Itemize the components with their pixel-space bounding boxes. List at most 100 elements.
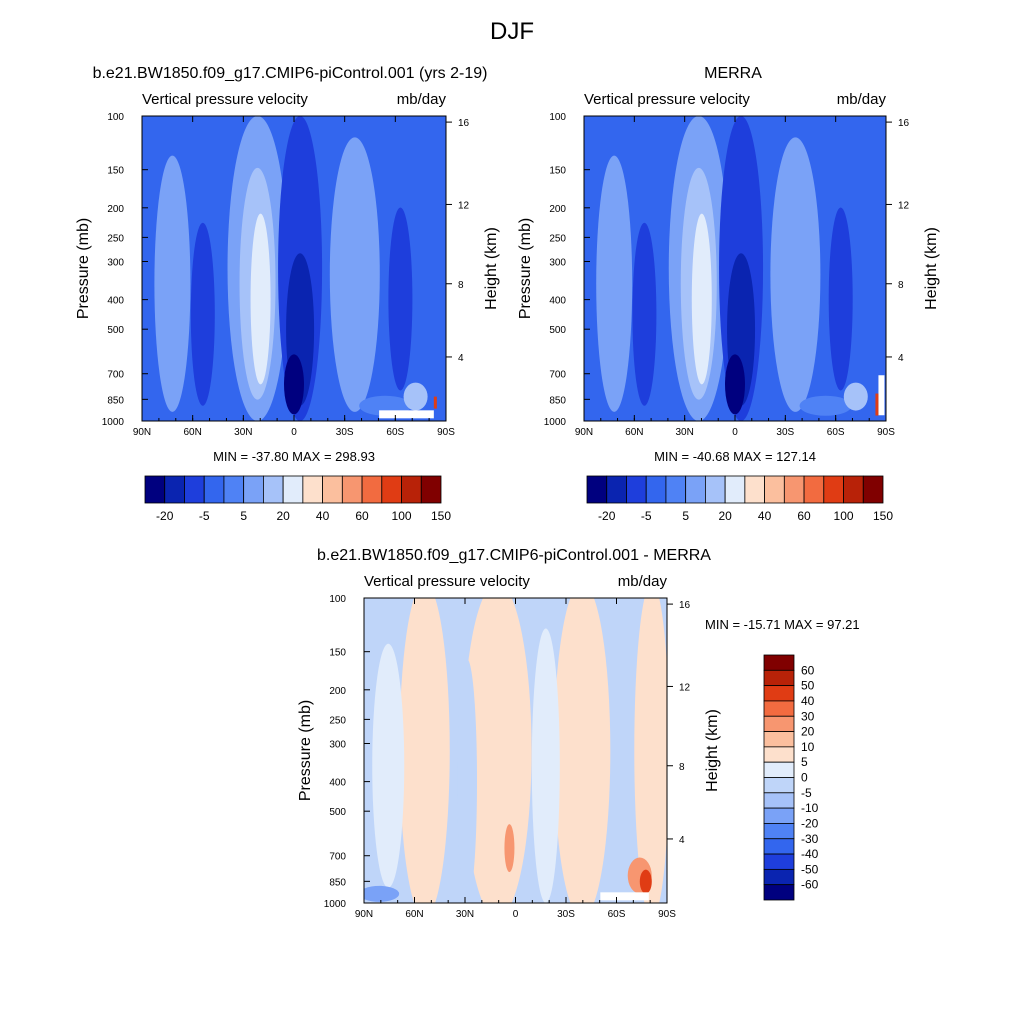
- field-ascent-max: [875, 393, 879, 416]
- colorbar-label: 60: [801, 663, 815, 677]
- colorbar-label: -5: [199, 509, 210, 523]
- colorbar-swatch: [783, 475, 805, 504]
- colorbar-swatch: [763, 669, 795, 687]
- x-tick-label: 0: [291, 427, 297, 438]
- colorbar: -20 -5 5 20 40 60 100 150: [586, 475, 893, 523]
- diff-band-negative: [457, 659, 478, 903]
- x-tick-label: 90S: [437, 427, 455, 438]
- y-tick-label: 200: [549, 204, 566, 215]
- colorbar-swatch: [665, 475, 687, 504]
- field-subsidence-band: [154, 155, 191, 412]
- y-tick-label: 150: [549, 166, 566, 177]
- y-tick-label: 400: [329, 778, 346, 789]
- colorbar-swatch: [763, 654, 795, 671]
- colorbar-swatch: [843, 475, 864, 504]
- diff-band-positive: [463, 598, 532, 903]
- colorbar-swatch: [803, 475, 825, 504]
- x-tick-label: 30N: [456, 909, 474, 920]
- variable-label: Vertical pressure velocity: [142, 91, 308, 108]
- colorbar-swatch: [381, 475, 402, 504]
- y2-axis-title: Height (km): [704, 709, 721, 792]
- y-tick-label: 400: [549, 296, 566, 307]
- colorbar-swatch: [586, 475, 608, 504]
- diff-band-positive: [634, 598, 667, 903]
- x-tick-label: 0: [513, 909, 519, 920]
- colorbar-swatch: [626, 475, 647, 504]
- colorbar-label: -20: [801, 816, 819, 830]
- x-tick-label: 90S: [877, 427, 895, 438]
- y2-tick-label: 16: [898, 118, 910, 129]
- colorbar-swatch: [763, 746, 795, 763]
- y-axis-title: Pressure (mb): [75, 218, 92, 319]
- y-tick-label: 200: [107, 204, 124, 215]
- y-tick-label: 1000: [324, 899, 347, 910]
- colorbar-swatch: [645, 475, 667, 504]
- diff-positive-core: [504, 824, 515, 873]
- field-subsidence-band: [329, 137, 380, 412]
- y2-tick-label: 12: [898, 200, 910, 211]
- field-subsidence-band: [770, 137, 821, 412]
- y-tick-label: 700: [107, 370, 124, 381]
- units-label: mb/day: [397, 91, 447, 108]
- x-tick-label: 90N: [133, 427, 151, 438]
- y-tick-label: 700: [329, 852, 346, 863]
- colorbar-swatch: [705, 475, 726, 504]
- min-max-label: MIN = -37.80 MAX = 298.93: [213, 449, 375, 464]
- min-max-label: MIN = -40.68 MAX = 127.14: [654, 449, 816, 464]
- y-tick-label: 300: [549, 257, 566, 268]
- x-tick-label: 90N: [575, 427, 593, 438]
- x-tick-label: 30S: [776, 427, 794, 438]
- chart-panel: b.e21.BW1850.f09_g17.CMIP6-piControl.001…: [297, 547, 860, 920]
- field-ascent-band: [828, 207, 853, 391]
- colorbar-swatch: [763, 807, 795, 824]
- colorbar-label: -20: [598, 509, 616, 523]
- colorbar-swatch: [862, 475, 884, 504]
- colorbar-label: 40: [758, 509, 772, 523]
- y-tick-label: 300: [329, 739, 346, 750]
- colorbar-swatch: [763, 838, 795, 855]
- x-tick-label: 30S: [557, 909, 575, 920]
- x-tick-label: 60N: [183, 427, 201, 438]
- colorbar-label: -40: [801, 847, 819, 861]
- figure-title: DJF: [490, 18, 534, 45]
- colorbar-label: -50: [801, 862, 819, 876]
- colorbar-label: -60: [801, 878, 819, 892]
- colorbar-label: -10: [801, 801, 819, 815]
- x-tick-label: 30S: [336, 427, 354, 438]
- missing-data-patch: [379, 410, 434, 419]
- colorbar-swatch: [420, 475, 442, 504]
- colorbar-label: 50: [801, 679, 815, 693]
- x-tick-label: 60S: [827, 427, 845, 438]
- colorbar-swatch: [322, 475, 343, 504]
- colorbar-swatch: [606, 475, 627, 504]
- colorbar-swatch: [763, 868, 795, 886]
- y2-tick-label: 4: [679, 835, 685, 846]
- field-area: [584, 116, 886, 421]
- field-lower-band: [799, 395, 852, 416]
- x-tick-label: 60S: [608, 909, 626, 920]
- y-tick-label: 700: [549, 370, 566, 381]
- y-tick-label: 1000: [102, 417, 125, 428]
- x-tick-label: 90N: [355, 909, 373, 920]
- x-tick-label: 30N: [234, 427, 252, 438]
- y2-axis-title: Height (km): [923, 227, 940, 310]
- units-label: mb/day: [618, 573, 668, 590]
- colorbar-label: 60: [797, 509, 811, 523]
- y-tick-label: 500: [549, 325, 566, 336]
- field-ascent-band: [388, 207, 413, 391]
- colorbar-label: 20: [718, 509, 732, 523]
- colorbar-swatch: [144, 475, 166, 504]
- colorbar-swatch: [744, 475, 765, 504]
- field-area: [142, 116, 446, 421]
- colorbar-swatch: [763, 700, 795, 717]
- colorbar-swatch: [262, 475, 284, 504]
- colorbar-label: -30: [801, 832, 819, 846]
- field-lower-band: [403, 382, 428, 411]
- variable-label: Vertical pressure velocity: [584, 91, 750, 108]
- colorbar-label: -5: [641, 509, 652, 523]
- field-ascent-core: [725, 354, 745, 415]
- y-tick-label: 200: [329, 686, 346, 697]
- colorbar-label: 60: [355, 509, 369, 523]
